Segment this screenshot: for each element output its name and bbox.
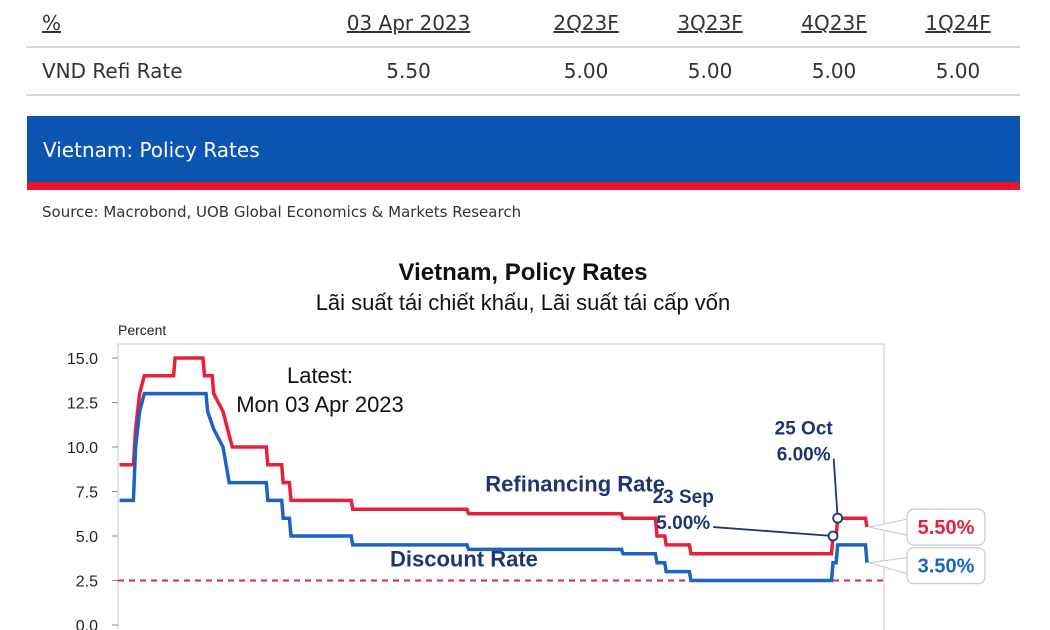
y-tick-label: 15.0	[67, 351, 98, 368]
forecast-table: % 03 Apr 2023 2Q23F 3Q23F 4Q23F 1Q24F VN…	[26, 0, 1020, 96]
callout-value: 5.50%	[918, 517, 975, 539]
table-cell: 5.00	[772, 47, 896, 96]
annotation-text: 23 Sep	[653, 487, 714, 508]
table-header-cell: %	[26, 0, 293, 48]
table-header-cell: 2Q23F	[524, 0, 649, 48]
annotation-text: 5.00%	[656, 513, 710, 534]
section-banner: Vietnam: Policy Rates	[27, 116, 1020, 190]
series-line	[119, 356, 869, 556]
source-note: Source: Macrobond, UOB Global Economics …	[42, 203, 522, 221]
callout-pointer	[868, 518, 908, 536]
table-header-cell: 03 Apr 2023	[293, 0, 525, 48]
table-header-cell: 4Q23F	[772, 0, 896, 48]
chart-subtitle: Lãi suất tái chiết khấu, Lãi suất tái cấ…	[316, 290, 731, 315]
policy-rates-chart: Vietnam, Policy Rates Lãi suất tái chiết…	[67, 259, 986, 630]
annotation-text: 6.00%	[777, 445, 831, 466]
table-header-cell: 3Q23F	[648, 0, 773, 48]
series-labels: Refinancing Rate Discount Rate	[390, 472, 665, 572]
end-callouts: 5.50% 3.50%	[868, 508, 986, 585]
series-label: Refinancing Rate	[485, 472, 665, 497]
table-header-cell: 1Q24F	[895, 0, 1020, 48]
annotation-leader	[832, 458, 839, 519]
series-line	[119, 391, 869, 583]
annotation-marker	[827, 530, 839, 542]
table-header-row: % 03 Apr 2023 2Q23F 3Q23F 4Q23F 1Q24F	[26, 0, 1020, 48]
row-label: VND Refi Rate	[26, 47, 293, 96]
table-cell: 5.50	[293, 47, 525, 96]
annotation-text: 25 Oct	[775, 419, 834, 440]
callout-box	[906, 547, 986, 585]
latest-date: Mon 03 Apr 2023	[236, 392, 404, 417]
series-layer	[119, 356, 869, 583]
table-cell: 5.00	[648, 47, 773, 96]
y-tick-label: 5.0	[76, 529, 98, 546]
latest-label: Latest:	[287, 363, 353, 388]
banner-title: Vietnam: Policy Rates	[43, 138, 260, 162]
series-label: Discount Rate	[390, 546, 538, 571]
annotation-leader	[713, 526, 834, 537]
table-row: VND Refi Rate 5.50 5.00 5.00 5.00 5.00	[26, 47, 1020, 96]
y-tick-label: 12.5	[67, 396, 98, 413]
plot-area	[117, 343, 885, 630]
callout-value: 3.50%	[918, 556, 975, 578]
callout-box	[906, 508, 986, 546]
y-tick-label: 7.5	[76, 485, 98, 502]
y-tick-label: 2.5	[76, 574, 98, 591]
callout-pointer	[868, 557, 908, 575]
y-axis-unit: Percent	[118, 322, 166, 338]
y-axis: 0.0 2.5 5.0 7.5 10.0 12.5 15.0	[67, 351, 118, 630]
y-tick-label: 10.0	[67, 440, 98, 457]
y-tick-label: 0.0	[76, 618, 98, 630]
annotations: 25 Oct 6.00% 23 Sep 5.00%	[653, 419, 844, 542]
chart-title: Vietnam, Policy Rates	[399, 259, 648, 286]
table-cell: 5.00	[895, 47, 1020, 96]
annotation-marker	[832, 512, 844, 524]
table-cell: 5.00	[524, 47, 649, 96]
